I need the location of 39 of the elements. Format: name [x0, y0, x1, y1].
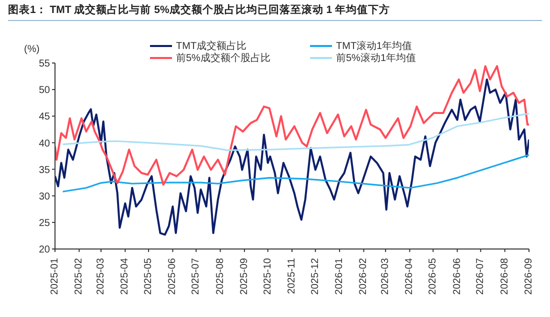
x-tick-label: 2026-07	[475, 258, 486, 295]
line-series	[55, 65, 529, 186]
x-tick-label: 2025-12	[310, 258, 321, 295]
line-series	[62, 112, 529, 151]
legend-label: TMT滚动1年均值	[336, 40, 412, 52]
y-tick-label: 35	[38, 164, 50, 176]
line-series	[62, 154, 529, 192]
x-tick-label: 2025-05	[143, 258, 154, 295]
x-tick-label: 2025-08	[214, 258, 226, 295]
line-series	[55, 78, 529, 236]
x-tick-label: 2025-07	[190, 258, 202, 295]
x-tick-label: 2026-05	[428, 258, 439, 295]
legend-label: TMT成交额占比	[176, 40, 247, 52]
x-tick-label: 2026-08	[499, 258, 510, 295]
y-axis-title: (%)	[24, 44, 40, 55]
x-tick-label: 2026-03	[380, 258, 392, 295]
legend-label: 前5%成交额个股占比	[176, 52, 270, 65]
x-tick-label: 2025-03	[95, 258, 106, 295]
y-tick-label: 30	[38, 191, 50, 202]
x-tick-label: 2025-02	[74, 258, 85, 295]
x-tick-label: 2025-04	[120, 258, 131, 295]
y-tick-label: 55	[38, 58, 50, 70]
y-tick-label: 25	[38, 218, 50, 229]
y-tick-label: 45	[38, 112, 50, 123]
x-tick-label: 2025-11	[286, 258, 298, 294]
x-tick-label: 2025-09	[238, 258, 250, 295]
x-tick-label: 2025-06	[167, 258, 178, 295]
x-tick-label: 2026-04	[404, 258, 416, 295]
x-tick-label: 2026-06	[452, 258, 463, 295]
x-tick-label: 2026-02	[358, 258, 370, 295]
y-tick-label: 20	[38, 244, 50, 256]
y-tick-label: 50	[38, 85, 50, 96]
y-tick-label: 40	[38, 138, 50, 150]
x-tick-label: 2026-01	[334, 258, 346, 295]
x-tick-label: 2025-10	[262, 258, 274, 295]
x-tick-label: 2025-01	[50, 258, 60, 295]
legend-label: 前5%滚动1年均值	[336, 52, 416, 65]
chart-title: 图表1： TMT 成交额占比与前 5%成交额个股占比均已回落至滚动 1 年均值下方	[8, 3, 542, 21]
x-tick-label: 2026-09	[524, 258, 534, 295]
